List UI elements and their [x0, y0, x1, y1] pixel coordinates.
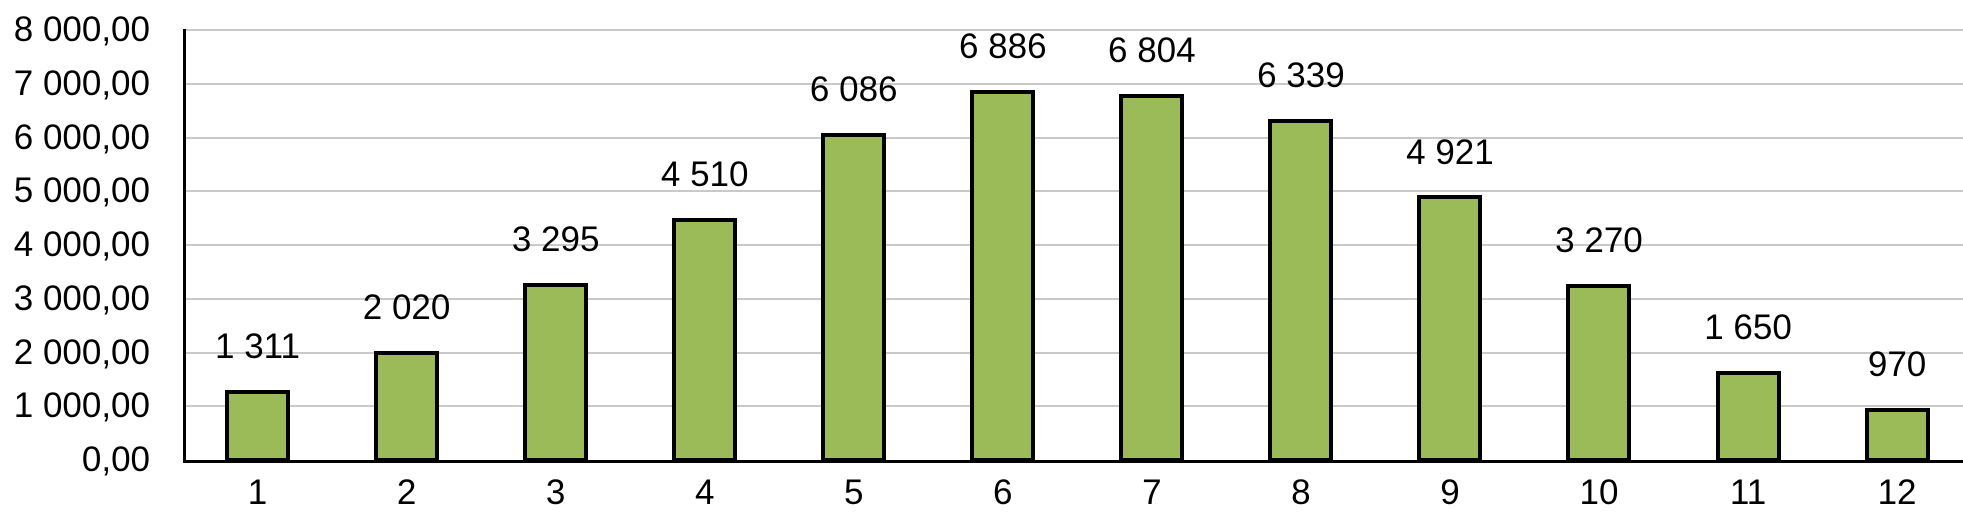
- bar-month-3: [523, 282, 589, 462]
- bar-month-6: [970, 89, 1036, 462]
- x-axis-tick-label: 2: [396, 473, 417, 512]
- bar-value-label: 3 295: [511, 219, 600, 259]
- bar-month-5: [821, 132, 887, 462]
- x-axis-tick-label: 12: [1877, 473, 1917, 512]
- x-axis-tick-label: 4: [694, 473, 715, 512]
- x-axis-tick-label: 11: [1729, 473, 1767, 512]
- bar-month-2: [374, 351, 440, 462]
- bar-month-9: [1417, 195, 1483, 462]
- bar-month-1: [225, 389, 291, 462]
- bar-value-label: 6 086: [809, 69, 898, 109]
- y-axis-line: [183, 29, 186, 463]
- gridline: [183, 136, 1963, 139]
- y-axis-tick-label: 4 000,00: [13, 225, 150, 264]
- bar-value-label: 1 650: [1704, 308, 1792, 348]
- gridline: [183, 82, 1963, 85]
- bar-value-label: 4 510: [660, 154, 749, 194]
- y-axis-tick-label: 6 000,00: [13, 117, 150, 157]
- bar-value-label: 6 886: [958, 26, 1047, 66]
- x-axis-tick-label: 6: [993, 473, 1013, 512]
- bar-month-12: [1864, 407, 1930, 462]
- bar-month-10: [1566, 284, 1632, 462]
- bar-value-label: 970: [1867, 344, 1927, 384]
- x-axis-tick-label: 5: [843, 473, 864, 512]
- x-axis-tick-label: 9: [1440, 473, 1460, 512]
- bar-value-label: 1 311: [215, 326, 301, 366]
- bar-month-7: [1119, 94, 1185, 462]
- bar-month-8: [1268, 119, 1334, 462]
- gridline: [183, 297, 1963, 300]
- gridline: [183, 244, 1963, 246]
- x-axis-tick-label: 8: [1291, 473, 1311, 512]
- y-axis-tick-label: 3 000,00: [13, 278, 150, 318]
- y-axis-tick-label: 2 000,00: [13, 332, 150, 372]
- y-axis-tick-label: 0,00: [81, 440, 150, 479]
- y-axis-tick-label: 7 000,00: [13, 63, 150, 103]
- gridline: [183, 29, 1963, 31]
- bar-month-11: [1715, 371, 1781, 462]
- y-axis-tick-label: 8 000,00: [13, 10, 150, 49]
- y-axis-tick-label: 5 000,00: [13, 171, 150, 211]
- gridline: [183, 405, 1963, 408]
- x-axis-tick-label: 10: [1579, 473, 1619, 512]
- y-axis-tick-label: 1 000,00: [13, 386, 150, 426]
- bar-month-4: [672, 217, 738, 462]
- bar-value-label: 6 339: [1257, 56, 1345, 96]
- bar-value-label: 2 020: [362, 288, 451, 328]
- bar-value-label: 6 804: [1108, 31, 1196, 71]
- bar-value-label: 3 270: [1555, 221, 1643, 261]
- x-axis-tick-label: 7: [1142, 473, 1162, 512]
- x-axis-line: [183, 460, 1963, 463]
- bar-value-label: 4 921: [1406, 132, 1494, 172]
- gridline: [183, 190, 1963, 193]
- x-axis-tick-label: 1: [247, 473, 268, 512]
- gridline: [183, 351, 1963, 354]
- x-axis-tick-label: 3: [545, 473, 566, 512]
